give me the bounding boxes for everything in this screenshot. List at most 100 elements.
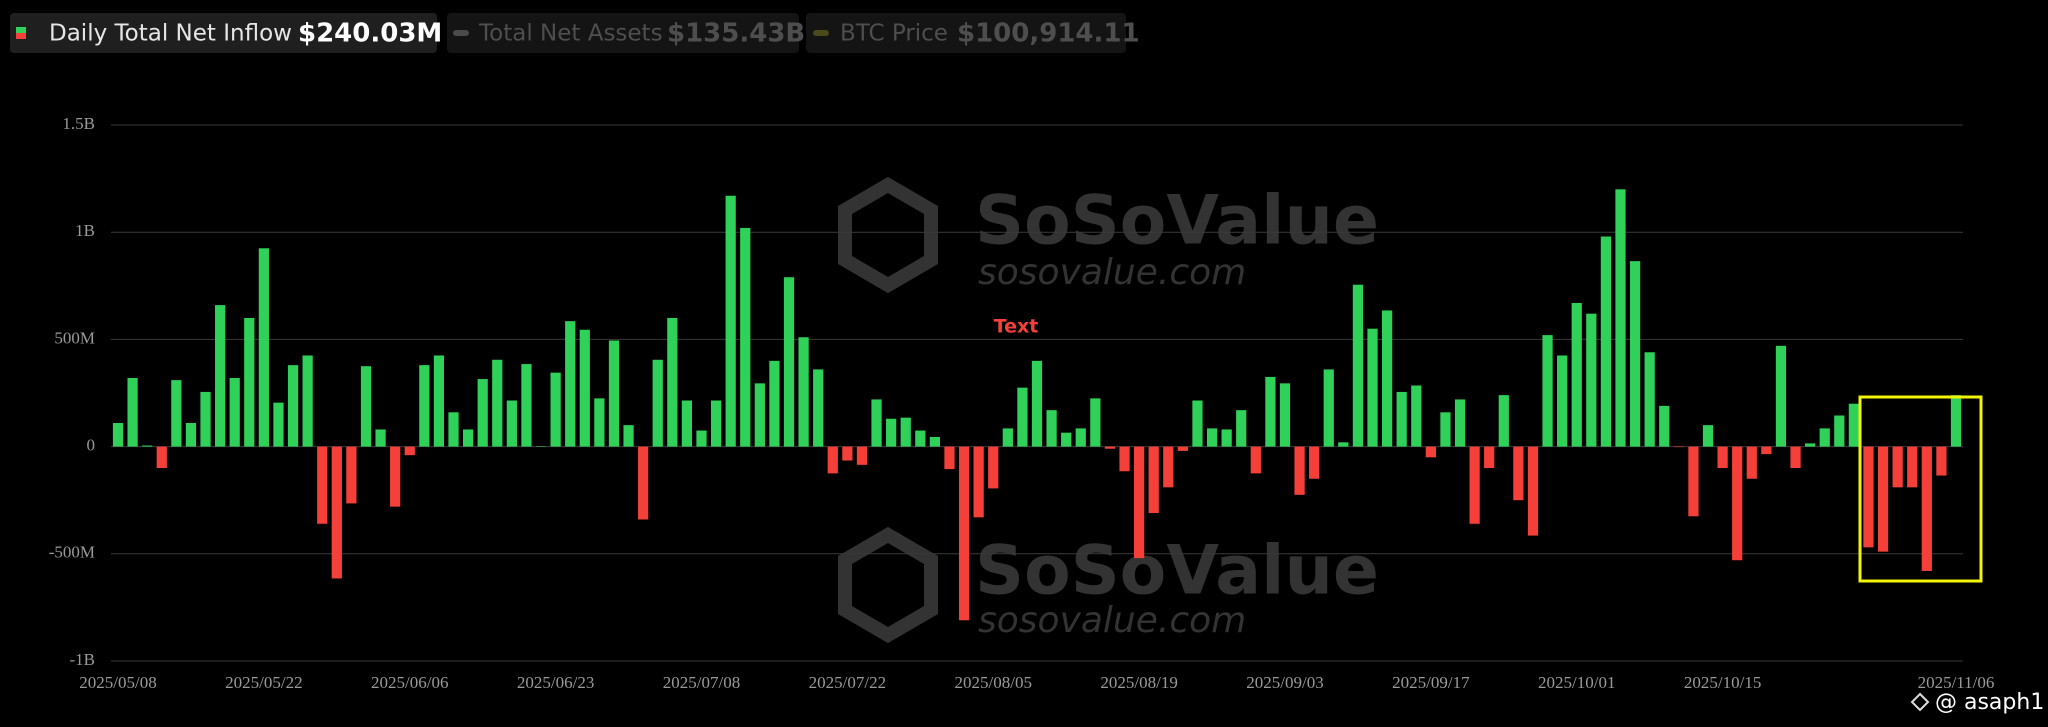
- bar: [769, 360, 780, 447]
- bar: [156, 446, 167, 469]
- bar: [988, 446, 999, 489]
- bar: [1002, 428, 1013, 447]
- bar: [127, 377, 138, 447]
- bar: [1338, 442, 1349, 447]
- bar: [462, 429, 474, 447]
- bar: [1746, 446, 1757, 479]
- bar: [1761, 446, 1772, 455]
- bar: [1644, 352, 1655, 447]
- bar: [506, 400, 517, 447]
- bar: [1221, 429, 1232, 447]
- bar: [1600, 236, 1612, 447]
- bar: [390, 446, 401, 507]
- watermark-logo: [838, 176, 938, 644]
- bar: [1104, 446, 1116, 449]
- plot-area: 1.5B 1B 500M 0 -500M -1B 2025/05/08 2025/05/22 2…: [49, 114, 1995, 692]
- bar: [783, 277, 795, 447]
- bar: [477, 379, 488, 447]
- bar: [1017, 387, 1028, 447]
- bar: [1075, 428, 1086, 447]
- bar: [1352, 284, 1364, 447]
- bar: [1571, 302, 1582, 447]
- bar: [1702, 425, 1714, 447]
- bar: [681, 400, 693, 447]
- legend-swatch: [813, 30, 829, 36]
- bar: [1425, 446, 1436, 458]
- bar: [1877, 446, 1889, 552]
- bar: [215, 305, 226, 447]
- bar: [433, 355, 445, 447]
- bar: [958, 446, 970, 621]
- x-tick-label: 2025/10/15: [1684, 673, 1761, 692]
- y-tick-label: 500M: [54, 328, 95, 347]
- bar: [827, 446, 838, 474]
- legend-value: $135.43B: [667, 19, 805, 49]
- bar: [1527, 446, 1539, 536]
- bar: [944, 446, 955, 470]
- x-tick-label: 2025/08/05: [955, 673, 1032, 692]
- bar: [317, 446, 328, 524]
- bar: [1323, 369, 1334, 447]
- bar: [287, 365, 299, 447]
- bar: [492, 359, 503, 447]
- bar: [404, 446, 415, 456]
- bar: [258, 248, 269, 447]
- bar: [112, 423, 124, 447]
- bar: [1061, 432, 1072, 447]
- bar: [798, 337, 809, 447]
- y-tick-label: -500M: [49, 543, 95, 562]
- bar: [1513, 446, 1524, 501]
- bar: [1163, 446, 1174, 488]
- watermark-brand: SoSoValue: [975, 182, 1379, 261]
- bar: [638, 446, 649, 520]
- bar: [1615, 189, 1626, 447]
- bar: [1206, 428, 1218, 447]
- bar: [1265, 376, 1276, 447]
- bar: [667, 317, 678, 447]
- bar: [535, 446, 547, 447]
- bar: [419, 365, 430, 447]
- bar: [550, 372, 561, 447]
- bar: [521, 364, 532, 447]
- legend-box[interactable]: [447, 13, 799, 53]
- bar: [1921, 446, 1932, 571]
- legend-value: $240.03M: [298, 19, 442, 49]
- bar: [1177, 446, 1188, 451]
- bar: [1775, 345, 1787, 447]
- legend-value: $100,914.11: [957, 19, 1140, 49]
- bar: [929, 436, 940, 447]
- bar: [331, 446, 342, 579]
- bar: [1134, 446, 1145, 559]
- legend-label: BTC Price: [840, 21, 948, 47]
- x-tick-label: 2025/07/22: [809, 673, 886, 692]
- annotation: Text: [994, 316, 1039, 338]
- bar: [1659, 405, 1670, 447]
- y-tick-label: 1.5B: [62, 114, 95, 133]
- highlight-box: [1858, 395, 1983, 583]
- y-tick-label: 1B: [75, 221, 95, 240]
- legend-swatch: [16, 33, 26, 39]
- bar: [623, 425, 634, 447]
- bar: [346, 446, 357, 504]
- legend-box[interactable]: [10, 13, 437, 53]
- bar: [915, 430, 926, 447]
- bar: [1454, 399, 1466, 447]
- legend-label: Total Net Assets: [478, 21, 663, 47]
- bar: [1848, 403, 1859, 447]
- bar: [1863, 446, 1874, 548]
- x-tick-label: 2025/05/22: [225, 673, 302, 692]
- bar: [1936, 446, 1947, 476]
- bar: [1148, 446, 1159, 514]
- bar: [900, 417, 911, 447]
- bar: [200, 391, 211, 447]
- bar: [142, 445, 153, 447]
- legend-swatch: [16, 27, 26, 33]
- bar: [1717, 446, 1728, 469]
- bar: [871, 399, 882, 447]
- bar: [1542, 335, 1553, 447]
- bar: [594, 398, 605, 447]
- bar: [1192, 400, 1203, 447]
- legend-box[interactable]: [806, 13, 1126, 53]
